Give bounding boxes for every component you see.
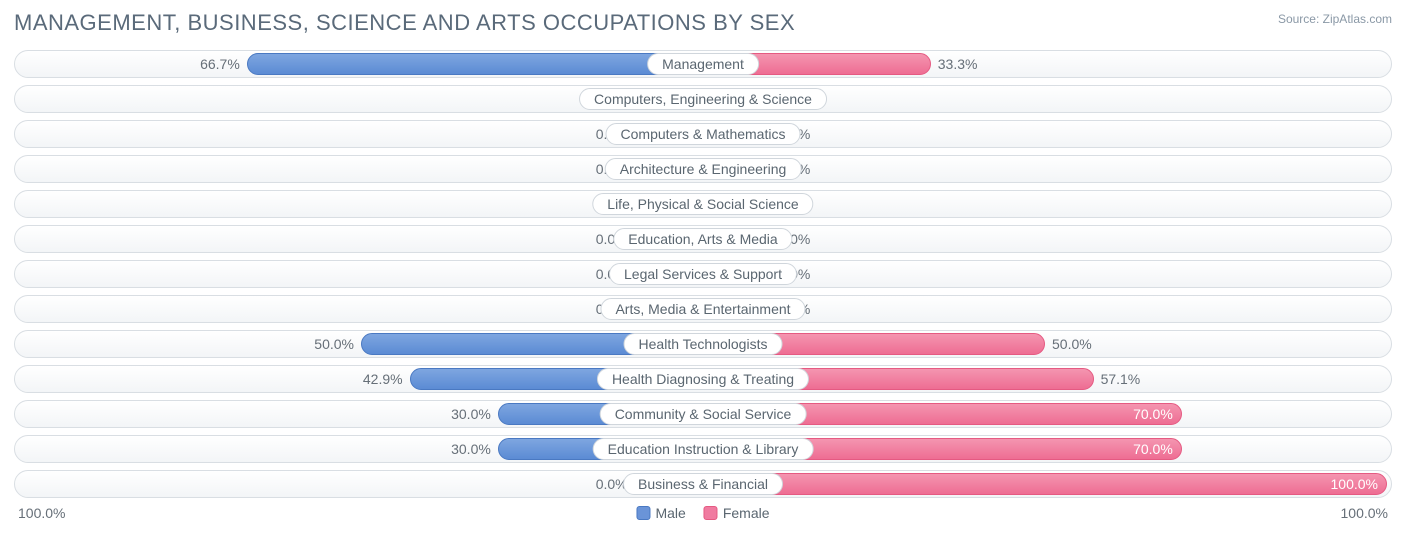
female-value: 70.0% [1133,441,1173,457]
occupations-by-sex-chart: MANAGEMENT, BUSINESS, SCIENCE AND ARTS O… [0,0,1406,558]
chart-row: 0.0%0.0%Education, Arts & Media [14,225,1392,253]
source-attribution: Source: ZipAtlas.com [1278,10,1392,26]
category-label: Architecture & Engineering [605,158,802,180]
male-half: 0.0% [19,473,703,495]
chart-row: 0.0% 100.0% Business & Financial [14,470,1392,498]
chart-row: 30.0% 70.0% Education Instruction & Librar… [14,435,1392,463]
female-half: 0.0% [703,263,1387,285]
category-label: Business & Financial [623,473,783,495]
axis-left-label: 100.0% [18,505,65,521]
male-half: 50.0% [19,333,703,355]
female-half: 0.0% [703,123,1387,145]
category-label: Legal Services & Support [609,263,797,285]
male-value: 50.0% [314,336,362,352]
chart-row: 0.0%0.0%Computers, Engineering & Science [14,85,1392,113]
female-half: 50.0% [703,333,1387,355]
legend-male-swatch [636,506,650,520]
category-label: Health Diagnosing & Treating [597,368,809,390]
chart-row: 66.7% 33.3% Management [14,50,1392,78]
female-half: 0.0% [703,228,1387,250]
female-half: 0.0% [703,298,1387,320]
legend-male-label: Male [655,505,685,521]
chart-title: MANAGEMENT, BUSINESS, SCIENCE AND ARTS O… [14,10,795,36]
legend-male: Male [636,505,685,521]
source-label: Source: [1278,12,1319,26]
axis: 100.0% Male Female 100.0% [14,505,1392,521]
male-half: 0.0% [19,158,703,180]
category-label: Life, Physical & Social Science [592,193,813,215]
chart-row: 50.0% 50.0% Health Technologists [14,330,1392,358]
category-label: Arts, Media & Entertainment [600,298,805,320]
chart-row: 0.0%0.0%Arts, Media & Entertainment [14,295,1392,323]
chart-row: 42.9% 57.1% Health Diagnosing & Treating [14,365,1392,393]
legend-female-swatch [704,506,718,520]
source-value: ZipAtlas.com [1323,12,1392,26]
male-half: 0.0% [19,123,703,145]
female-value: 50.0% [1044,336,1092,352]
female-value: 57.1% [1093,371,1141,387]
chart-row: 0.0%0.0%Legal Services & Support [14,260,1392,288]
category-label: Health Technologists [624,333,783,355]
male-value: 30.0% [451,406,499,422]
female-half: 33.3% [703,53,1387,75]
male-value: 66.7% [200,56,248,72]
legend: Male Female [636,505,769,521]
chart-row: 0.0%0.0%Life, Physical & Social Science [14,190,1392,218]
female-value: 70.0% [1133,406,1173,422]
chart-row: 0.0%0.0%Architecture & Engineering [14,155,1392,183]
male-value: 30.0% [451,441,499,457]
female-bar: 100.0% [703,473,1387,495]
chart-row: 0.0%0.0%Computers & Mathematics [14,120,1392,148]
chart-rows: 66.7%33.3%Management0.0%0.0%Computers, E… [14,50,1392,498]
chart-row: 30.0% 70.0% Community & Social Service [14,400,1392,428]
header: MANAGEMENT, BUSINESS, SCIENCE AND ARTS O… [14,10,1392,36]
legend-female: Female [704,505,770,521]
category-label: Education Instruction & Library [593,438,814,460]
category-label: Community & Social Service [600,403,807,425]
category-label: Computers, Engineering & Science [579,88,827,110]
male-half: 0.0% [19,263,703,285]
female-value: 100.0% [1331,476,1378,492]
category-label: Education, Arts & Media [613,228,792,250]
female-half: 0.0% [703,158,1387,180]
male-half: 66.7% [19,53,703,75]
category-label: Computers & Mathematics [606,123,801,145]
male-value: 42.9% [363,371,411,387]
category-label: Management [647,53,759,75]
female-half: 100.0% [703,473,1387,495]
axis-right-label: 100.0% [1341,505,1388,521]
legend-female-label: Female [723,505,770,521]
male-half: 0.0% [19,228,703,250]
male-bar: 66.7% [247,53,703,75]
female-value: 33.3% [930,56,978,72]
